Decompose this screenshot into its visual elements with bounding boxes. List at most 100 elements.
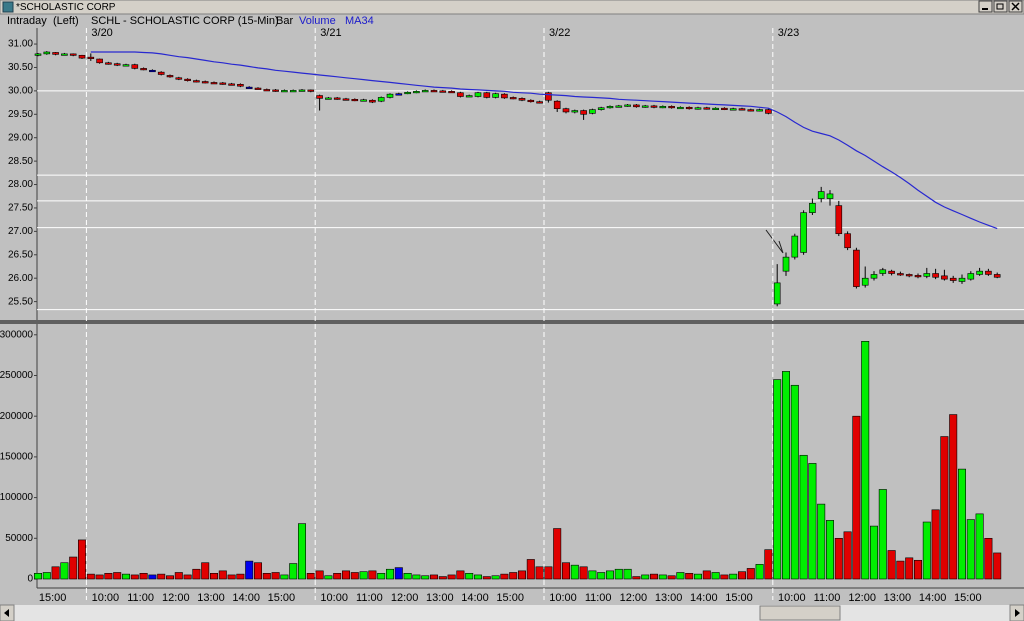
volume-bar [570, 564, 579, 580]
volume-bar [825, 520, 834, 580]
y-tick-label: 28.50 [8, 156, 33, 167]
candle-body [457, 92, 464, 97]
volume-bar [86, 573, 95, 580]
candle-body [413, 91, 420, 94]
x-tick-label: 15:00 [496, 592, 524, 604]
volume-bar [139, 573, 148, 580]
volume-bar [359, 571, 368, 580]
volume-bar [623, 568, 632, 580]
window-buttons[interactable] [978, 0, 1023, 13]
candle-body [844, 233, 851, 249]
candle-body [826, 193, 834, 199]
volume-bar [491, 575, 500, 580]
candle-body [888, 270, 895, 274]
candle-body [545, 92, 552, 101]
volume-bar [852, 415, 861, 580]
volume-bar [192, 568, 201, 580]
y-tick-label: 30.00 [8, 86, 33, 97]
candle-body [985, 270, 992, 275]
volume-bar [210, 573, 219, 580]
scrollbar[interactable] [0, 604, 1024, 621]
volume-bar [658, 574, 667, 580]
y-tick-label: 300000 [0, 329, 33, 340]
volume-bar [685, 573, 694, 580]
restore-button[interactable] [993, 0, 1008, 13]
candle-body [677, 106, 684, 110]
volume-bar [104, 573, 113, 580]
scroll-track[interactable] [0, 605, 1024, 621]
volume-bar [755, 564, 764, 580]
candle-body [483, 92, 491, 98]
minimize-button[interactable] [978, 0, 993, 13]
volume-bar [843, 531, 852, 580]
x-tick-label: 12:00 [162, 592, 190, 604]
axis-side-label: (Left) [53, 15, 79, 27]
candle-body [298, 89, 306, 92]
app-icon [2, 1, 14, 13]
volume-bar [280, 574, 289, 580]
y-tick-label: 27.50 [8, 203, 33, 214]
volume-bar [878, 489, 887, 580]
y-tick-label: 25.50 [8, 296, 33, 307]
x-tick-label: 13:00 [426, 592, 454, 604]
candle-body [105, 62, 112, 65]
candle-body [360, 99, 367, 102]
volume-bar [676, 572, 685, 580]
volume-bar [905, 557, 914, 580]
candle-body [369, 99, 376, 103]
panel-divider [0, 320, 1024, 324]
candle-body [923, 273, 931, 277]
volume-bar [377, 573, 386, 580]
volume-bar [764, 549, 773, 580]
volume-bar [553, 528, 562, 580]
volume-bar [632, 576, 641, 580]
candle-body [773, 282, 781, 305]
title-bar [0, 0, 1024, 15]
scroll-thumb[interactable] [759, 605, 841, 621]
volume-bar [271, 572, 280, 580]
candle-body [492, 93, 499, 98]
candle-body [272, 89, 279, 92]
y-tick-label: 29.00 [8, 132, 33, 143]
volume-bar [341, 570, 350, 580]
candle-body [263, 89, 271, 92]
candle-body [703, 107, 711, 110]
candle-body [509, 97, 517, 100]
volume-bar [975, 513, 984, 580]
volume-bar [922, 521, 931, 580]
volume-bar [201, 562, 210, 580]
volume-bar [51, 566, 60, 580]
volume-bar [746, 568, 755, 580]
candle-body [809, 202, 816, 213]
volume-bar [711, 572, 720, 580]
y-tick-label: 27.00 [8, 226, 33, 237]
candle-body [61, 53, 68, 56]
volume-bar [130, 574, 139, 580]
volume-bar [183, 574, 192, 580]
candle-body [791, 235, 799, 258]
volume-bar [544, 566, 553, 580]
volume-bar [421, 575, 430, 580]
candle-body [553, 100, 561, 109]
candle-body [729, 108, 737, 111]
volume-bar [773, 379, 782, 580]
volume-bar [350, 572, 359, 580]
volume-bar [913, 559, 922, 580]
volume-bar [306, 573, 315, 580]
candle-body [518, 98, 526, 101]
candle-body [342, 98, 350, 101]
volume-bar [834, 537, 843, 580]
volume-bar [808, 463, 817, 580]
candle-body [325, 97, 332, 100]
restore-glyph [996, 3, 1004, 10]
y-tick-label: 31.00 [8, 39, 33, 50]
volume-bar [597, 572, 606, 580]
volume-bar [667, 575, 676, 580]
candle-body [281, 90, 288, 93]
candle-body [219, 82, 227, 85]
candle-body [210, 82, 218, 85]
volume-bar [412, 574, 421, 580]
volume-bar [896, 560, 905, 580]
